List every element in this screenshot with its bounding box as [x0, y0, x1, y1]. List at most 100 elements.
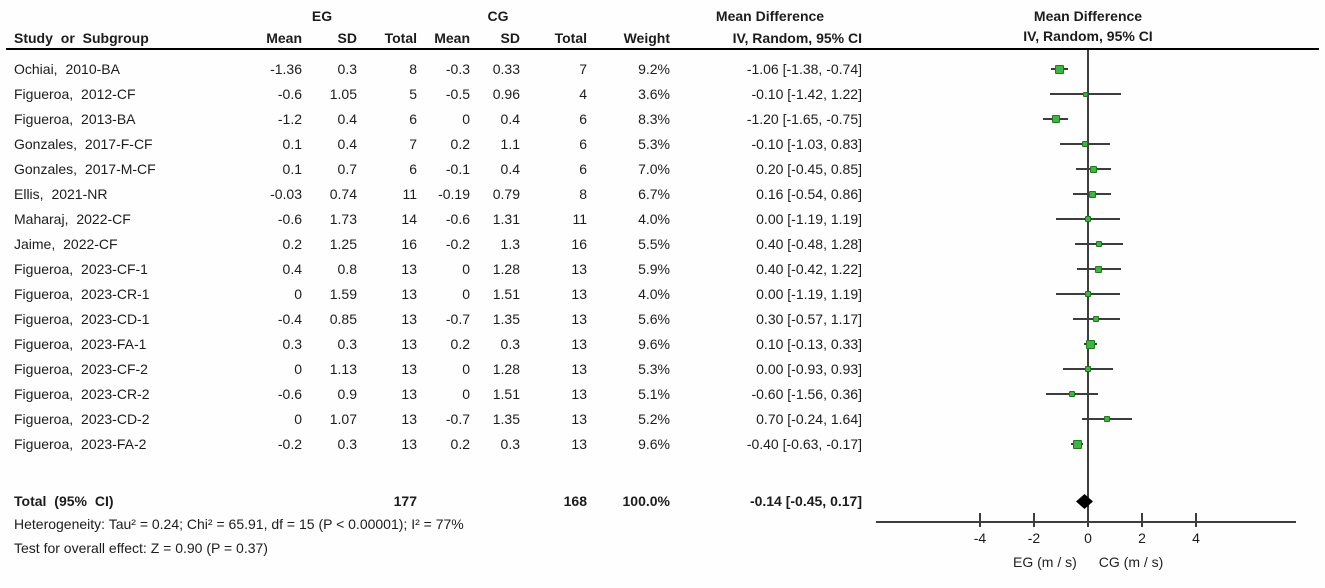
- effect-marker: [1055, 65, 1064, 74]
- weight: 9.2%: [638, 60, 670, 77]
- weight: 4.0%: [638, 210, 670, 227]
- cg-sd: 1.1: [500, 135, 520, 152]
- eg-mean: -1.36: [270, 60, 302, 77]
- cg-mean: 0: [462, 360, 470, 377]
- cg-mean: -0.7: [445, 410, 470, 427]
- study-name: Maharaj, 2022-CF: [14, 210, 131, 227]
- ci-text: 0.00 [-1.19, 1.19]: [756, 210, 862, 227]
- ci-text: -0.60 [-1.56, 0.36]: [751, 385, 862, 402]
- study-name: Gonzales, 2017-F-CF: [14, 135, 153, 152]
- cg-sd: 1.35: [492, 410, 520, 427]
- study-row: Figueroa, 2023-FA-2 -0.2 0.3 13 0.2 0.3 13 9.6%…: [0, 431, 862, 456]
- study-row: Figueroa, 2023-FA-1 0.3 0.3 13 0.2 0.3 13 9.6% 0…: [0, 331, 862, 356]
- effect-marker: [1090, 166, 1097, 173]
- effect-marker: [1089, 191, 1096, 198]
- ci-text: 0.00 [-0.93, 0.93]: [756, 360, 862, 377]
- eg-total: 13: [401, 310, 417, 327]
- cg-sd: 1.51: [492, 385, 520, 402]
- study-name: Ochiai, 2010-BA: [14, 60, 120, 77]
- axis-tick-label: 4: [1192, 530, 1200, 546]
- col-header-eg-sd: SD: [337, 30, 357, 46]
- weight: 5.9%: [638, 260, 670, 277]
- ci-text: 0.30 [-0.57, 1.17]: [756, 310, 862, 327]
- cg-mean: 0: [462, 285, 470, 302]
- axis-tick: [1195, 513, 1197, 527]
- weight: 6.7%: [638, 185, 670, 202]
- eg-sd: 0.3: [337, 335, 357, 352]
- col-header-eg-total: Total: [384, 30, 417, 46]
- eg-mean: 0: [294, 285, 302, 302]
- eg-mean: 0: [294, 410, 302, 427]
- study-row: Figueroa, 2023-CF-2 0 1.13 13 0 1.28 13 5.3% 0.0…: [0, 356, 862, 381]
- column-header-row: Study or Subgroup Mean SD Total Mean SD …: [0, 28, 862, 48]
- ci-text: -0.40 [-0.63, -0.17]: [746, 435, 862, 452]
- eg-total: 13: [401, 260, 417, 277]
- col-header-study: Study or Subgroup: [14, 30, 149, 46]
- weight: 7.0%: [638, 160, 670, 177]
- eg-sd: 0.85: [329, 310, 357, 327]
- weight: 5.5%: [638, 235, 670, 252]
- cg-mean: 0: [462, 110, 470, 127]
- cg-mean: -0.3: [445, 60, 470, 77]
- cg-sd: 1.28: [492, 260, 520, 277]
- x-axis-label-cg: CG (m / s): [1098, 554, 1164, 570]
- cg-total: 11: [572, 210, 587, 227]
- cg-total: 13: [571, 285, 587, 302]
- eg-total: 6: [409, 110, 417, 127]
- eg-sd: 1.13: [329, 360, 357, 377]
- weight: 5.3%: [638, 135, 670, 152]
- weight: 5.1%: [638, 385, 670, 402]
- cg-mean: 0.2: [450, 135, 470, 152]
- study-row: Figueroa, 2023-CR-1 0 1.59 13 0 1.51 13 4.0% 0.0…: [0, 281, 862, 306]
- x-axis-caption: EG (m / s) CG (m / s): [1013, 554, 1163, 570]
- col-header-cg-sd: SD: [500, 30, 520, 46]
- eg-sd: 0.74: [329, 185, 357, 202]
- axis-tick-label: -2: [1027, 530, 1041, 546]
- weight: 4.0%: [638, 285, 670, 302]
- cg-total: 6: [579, 135, 587, 152]
- cg-total: 13: [571, 310, 587, 327]
- ci-text: -1.20 [-1.65, -0.75]: [746, 110, 862, 127]
- heterogeneity-note: Heterogeneity: Tau² = 0.24; Chi² = 65.91…: [14, 516, 464, 532]
- eg-mean: -0.03: [270, 185, 302, 202]
- cg-sd: 0.3: [500, 435, 520, 452]
- cg-mean: 0: [462, 385, 470, 402]
- cg-sd: 1.3: [500, 235, 520, 252]
- effect-marker: [1093, 316, 1099, 322]
- eg-mean: 0: [294, 360, 302, 377]
- eg-mean: -0.4: [277, 310, 302, 327]
- eg-total: 11: [402, 185, 417, 202]
- study-name: Figueroa, 2023-FA-1: [14, 335, 147, 352]
- ci-text: 0.40 [-0.48, 1.28]: [756, 235, 862, 252]
- cg-total: 4: [579, 85, 587, 102]
- cg-total: 6: [579, 160, 587, 177]
- cg-total: 13: [571, 410, 587, 427]
- effect-marker: [1069, 391, 1075, 397]
- eg-sd: 0.4: [337, 135, 357, 152]
- eg-total: 13: [401, 360, 417, 377]
- axis-tick: [1087, 513, 1089, 527]
- study-row: Maharaj, 2022-CF -0.6 1.73 14 -0.6 1.31 11 4.0%…: [0, 206, 862, 231]
- ci-text: -0.10 [-1.42, 1.22]: [751, 85, 862, 102]
- cg-mean: 0.2: [450, 435, 470, 452]
- cg-total: 13: [571, 335, 587, 352]
- col-header-weight: Weight: [623, 30, 670, 46]
- eg-group-header: EG: [311, 8, 333, 24]
- cg-total: 13: [571, 360, 587, 377]
- eg-sd: 1.25: [329, 235, 357, 252]
- study-row: Figueroa, 2013-BA -1.2 0.4 6 0 0.4 6 8.3% -1.20 …: [0, 106, 862, 131]
- cg-total: 16: [571, 235, 587, 252]
- eg-sd: 1.73: [329, 210, 357, 227]
- total-label: Total (95% CI): [14, 493, 114, 509]
- study-name: Figueroa, 2023-FA-2: [14, 435, 147, 452]
- cg-mean: 0.2: [450, 335, 470, 352]
- cg-total: 8: [579, 185, 587, 202]
- eg-mean: 0.3: [282, 335, 302, 352]
- ci-text: 0.00 [-1.19, 1.19]: [756, 285, 862, 302]
- eg-total: 7: [409, 135, 417, 152]
- study-name: Figueroa, 2023-CD-2: [14, 410, 150, 427]
- total-row: Total (95% CI) 177 168 100.0% -0.14 [-0.…: [0, 490, 862, 512]
- effect-marker: [1085, 216, 1091, 222]
- cg-sd: 1.51: [492, 285, 520, 302]
- study-name: Figueroa, 2023-CD-1: [14, 310, 150, 327]
